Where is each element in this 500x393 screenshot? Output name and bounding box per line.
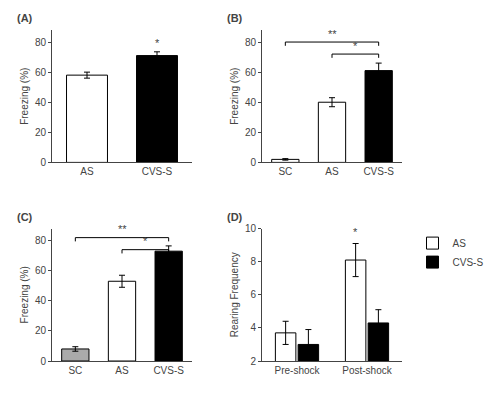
svg-text:40: 40 — [35, 295, 47, 306]
svg-text:SC: SC — [68, 365, 82, 376]
svg-text:80: 80 — [245, 37, 257, 48]
svg-text:*: * — [143, 235, 148, 247]
svg-text:4: 4 — [250, 322, 256, 333]
svg-text:10: 10 — [245, 223, 257, 234]
svg-text:Pre-shock: Pre-shock — [274, 365, 320, 376]
svg-text:Rearing Frequency: Rearing Frequency — [229, 252, 240, 337]
svg-text:(B): (B) — [227, 12, 243, 24]
svg-text:2: 2 — [250, 356, 256, 367]
svg-text:CVS-S: CVS-S — [142, 166, 173, 177]
svg-text:20: 20 — [245, 127, 257, 138]
svg-text:*: * — [353, 40, 358, 52]
svg-text:0: 0 — [250, 157, 256, 168]
svg-text:(A): (A) — [17, 12, 33, 24]
svg-text:8: 8 — [250, 256, 256, 267]
svg-text:AS: AS — [325, 166, 339, 177]
svg-text:(C): (C) — [17, 211, 33, 223]
svg-text:**: ** — [118, 223, 127, 235]
svg-text:(D): (D) — [227, 211, 243, 223]
svg-text:60: 60 — [35, 265, 47, 276]
svg-text:Post-shock: Post-shock — [342, 365, 392, 376]
svg-text:80: 80 — [35, 235, 47, 246]
svg-text:20: 20 — [35, 325, 47, 336]
svg-text:40: 40 — [35, 97, 47, 108]
svg-text:20: 20 — [35, 127, 47, 138]
svg-text:60: 60 — [35, 67, 47, 78]
svg-text:SC: SC — [278, 166, 292, 177]
svg-text:AS: AS — [453, 238, 467, 249]
svg-text:Freezing (%): Freezing (%) — [229, 68, 240, 125]
svg-text:CVS-S: CVS-S — [363, 166, 394, 177]
svg-text:CVS-S: CVS-S — [153, 365, 184, 376]
svg-text:**: ** — [328, 28, 337, 40]
svg-text:Freezing (%): Freezing (%) — [19, 266, 30, 323]
svg-text:6: 6 — [250, 289, 256, 300]
svg-text:80: 80 — [35, 37, 47, 48]
svg-text:40: 40 — [245, 97, 257, 108]
svg-text:0: 0 — [40, 356, 46, 367]
svg-text:60: 60 — [245, 67, 257, 78]
svg-text:CVS-S: CVS-S — [453, 257, 484, 268]
svg-text:*: * — [155, 37, 160, 49]
svg-text:AS: AS — [80, 166, 94, 177]
svg-text:Freezing (%): Freezing (%) — [19, 68, 30, 125]
svg-text:AS: AS — [115, 365, 129, 376]
svg-text:0: 0 — [40, 157, 46, 168]
svg-text:*: * — [353, 226, 358, 238]
